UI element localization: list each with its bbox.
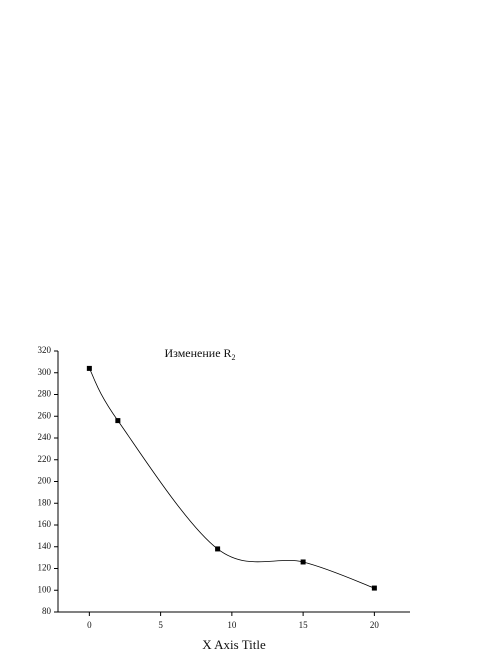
x-tick-label: 0 [87,620,92,630]
y-tick-label: 140 [38,541,52,551]
x-tick-label: 20 [370,620,380,630]
y-tick-label: 260 [38,410,52,420]
x-tick-label: 15 [299,620,309,630]
y-tick-label: 120 [38,563,52,573]
x-tick-label: 5 [158,620,163,630]
y-tick-label: 320 [38,345,52,355]
y-tick-label: 280 [38,389,52,399]
marker [371,585,377,591]
y-tick-label: 180 [38,497,52,507]
y-tick-label: 200 [38,476,52,486]
series-line [89,368,375,589]
y-tick-label: 80 [42,606,52,616]
marker [115,418,121,424]
y-tick-label: 300 [38,367,52,377]
y-tick-label: 220 [38,454,52,464]
marker [300,559,306,565]
chart-title: Изменение R2 [164,346,235,362]
marker [215,546,221,552]
y-tick-label: 100 [38,584,52,594]
x-axis-title: X Axis Title [202,637,266,652]
y-tick-label: 240 [38,432,52,442]
y-tick-label: 160 [38,519,52,529]
x-tick-label: 10 [227,620,237,630]
marker [86,365,92,371]
